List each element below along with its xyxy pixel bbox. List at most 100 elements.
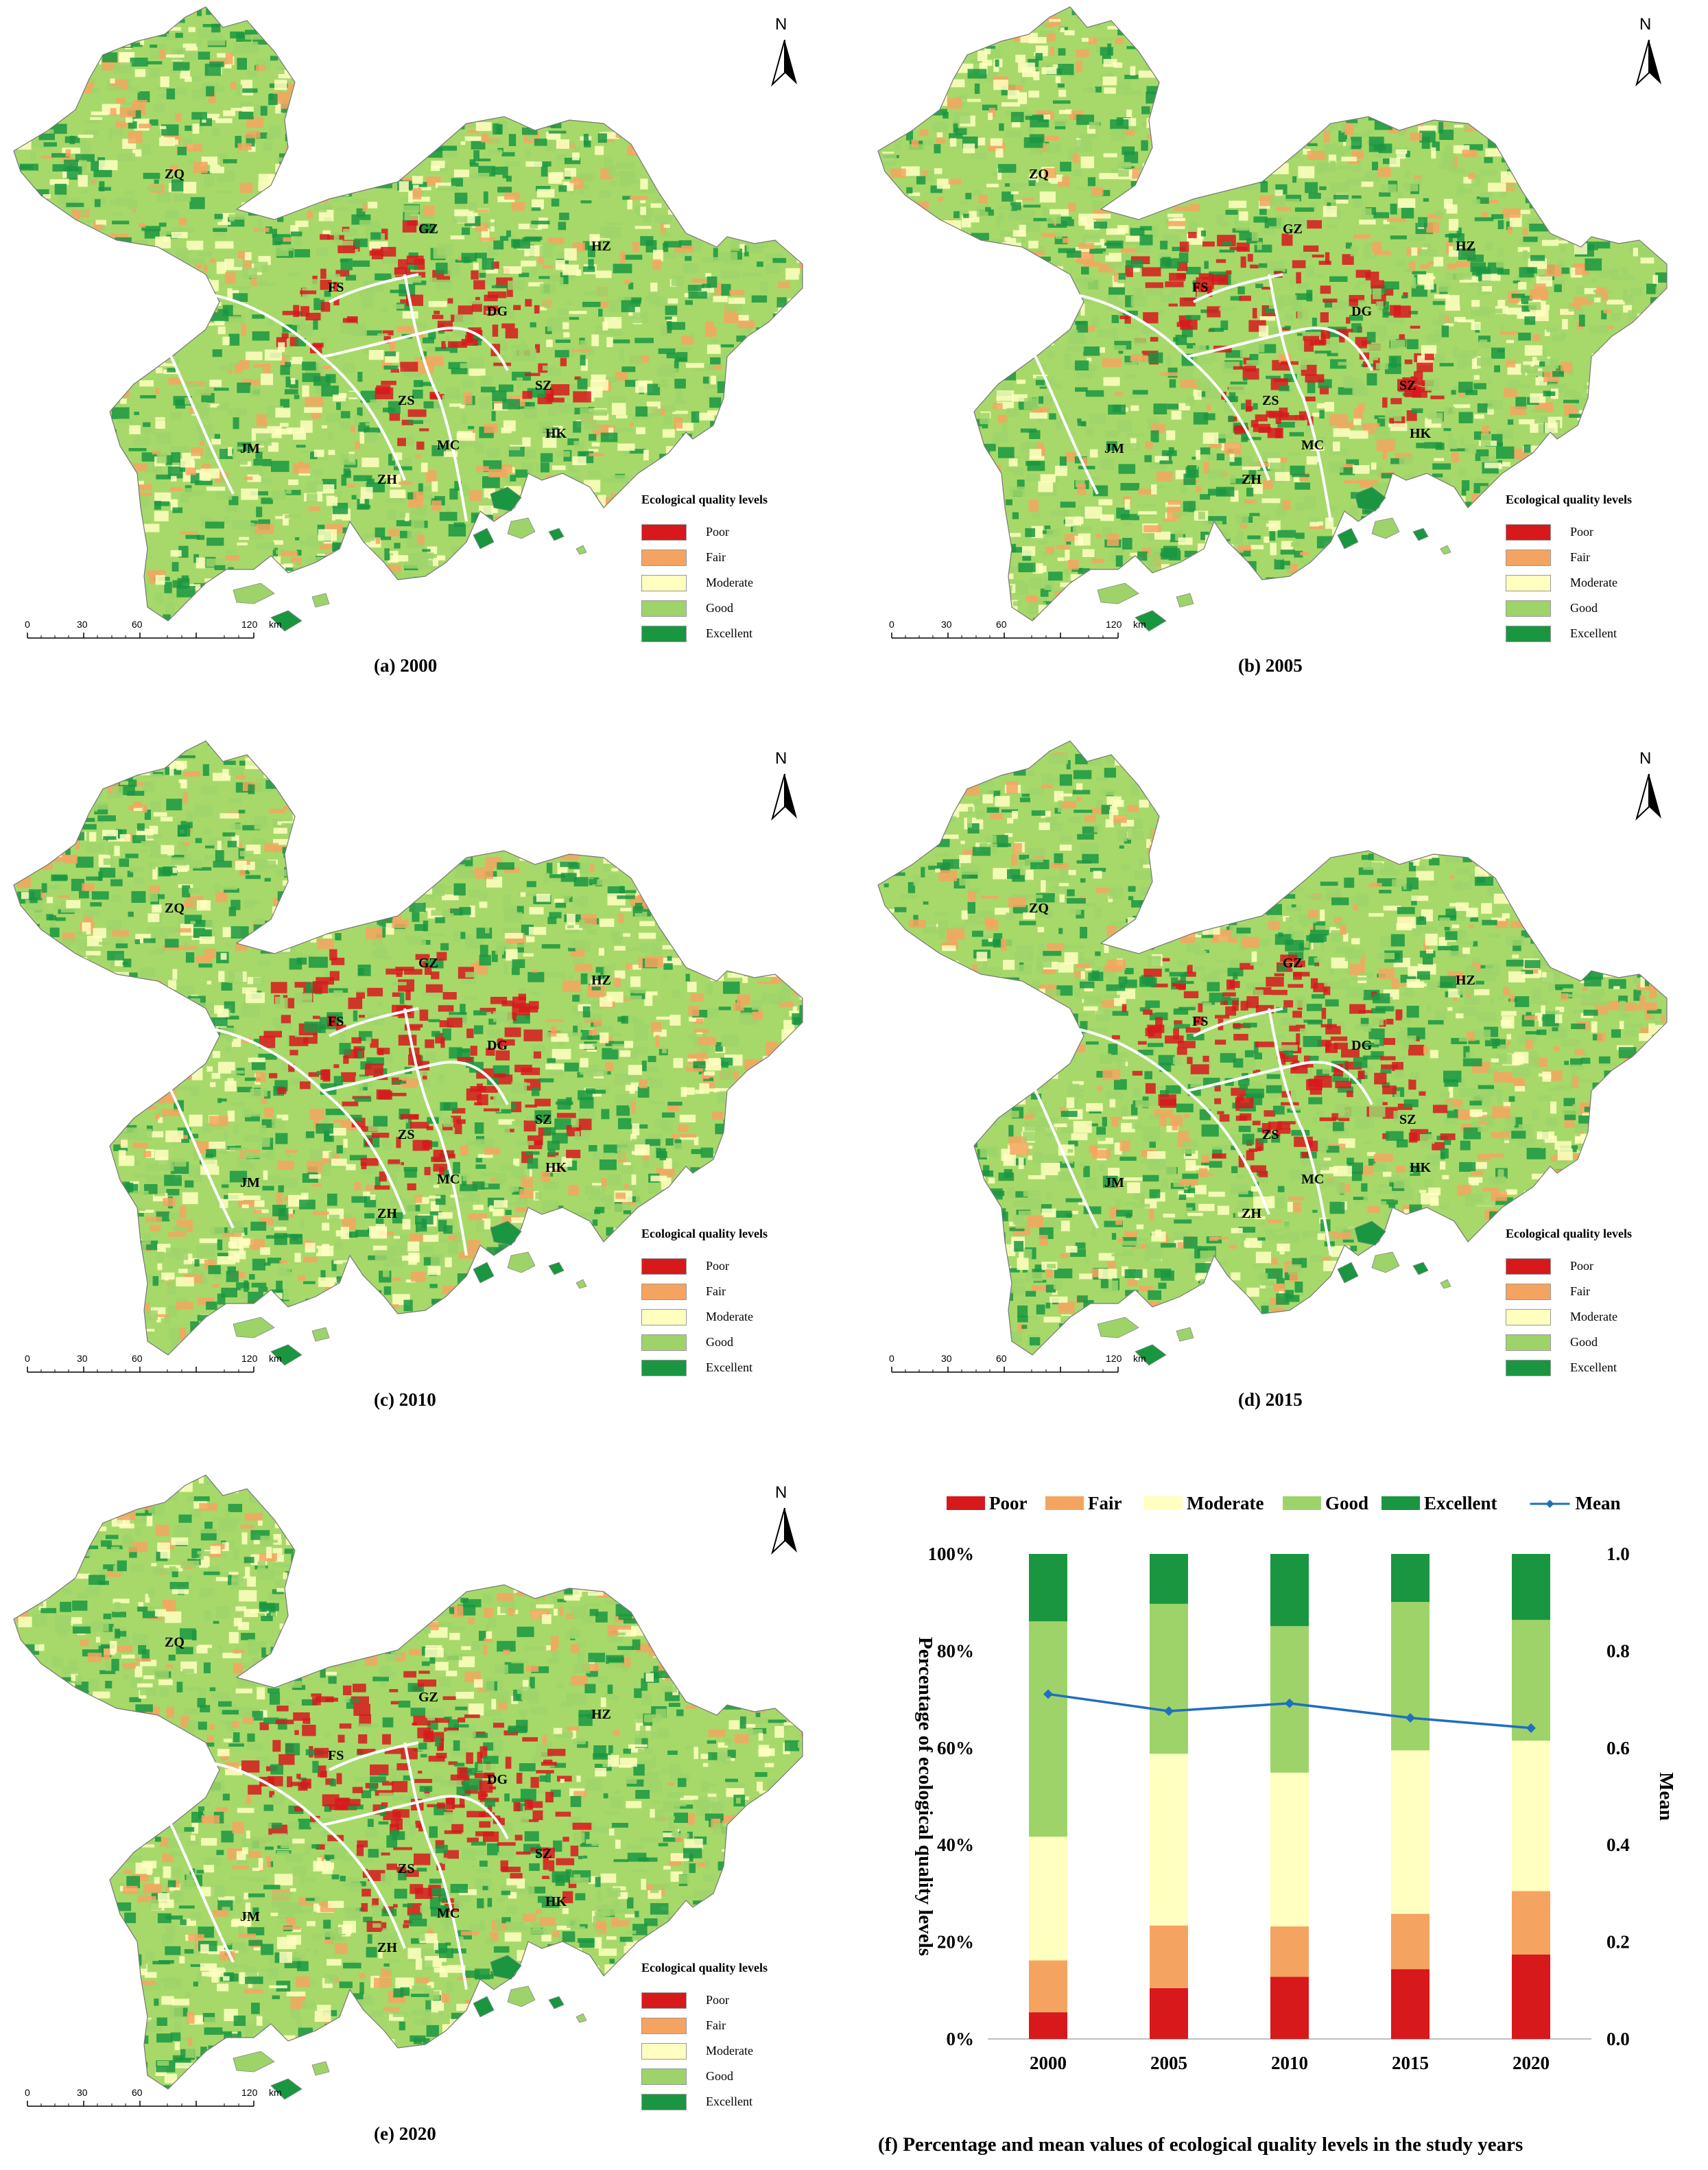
scale-unit: km [269,619,282,630]
city-label-mc: MC [437,1172,460,1187]
y-axis-title: Percentage of ecological quality levels [914,1637,936,1956]
island [312,2062,329,2075]
chart-legend-swatch-excellent [1381,1496,1420,1510]
legend-label: Poor [706,1993,729,2007]
scale-tick-label: 30 [941,1353,952,1364]
legend-item-fair: Fair [641,2018,687,2034]
legend-swatch [641,1360,687,1376]
panel-caption: (e) 2020 [374,2123,436,2145]
scale-tick-label: 120 [241,2087,257,2098]
island [508,1986,535,2007]
city-label-gz: GZ [418,956,438,971]
legend-item-good: Good [641,600,687,617]
y-tick-label: 80% [937,1640,974,1661]
legend-item-moderate: Moderate [641,1309,687,1325]
legend-item-moderate: Moderate [1506,1309,1551,1325]
legend-item-excellent: Excellent [641,2094,687,2110]
y2-tick-label: 0.6 [1606,1738,1630,1758]
legend-label: Poor [706,525,729,539]
legend-label: Poor [706,1259,729,1273]
legend-swatch [1506,1360,1551,1376]
scale-tick-label: 60 [996,1353,1007,1364]
city-label-jm: JM [1104,441,1124,456]
legend-title: Ecological quality levels [1506,1227,1632,1241]
chart-legend-label: Poor [989,1493,1027,1513]
panel-caption: (c) 2010 [374,1389,436,1411]
legend-swatch [1506,575,1551,591]
city-label-gz: GZ [1283,222,1303,237]
city-label-jm: JM [240,1909,260,1924]
scale-tick-label: 120 [241,1353,257,1364]
legend-item-fair: Fair [641,1284,687,1300]
scale-unit: km [1133,1353,1146,1364]
city-label-zh: ZH [1242,472,1261,487]
island [576,545,586,554]
legend-item-moderate: Moderate [1506,575,1551,591]
chart-legend-swatch-good [1283,1496,1321,1510]
legend-title: Ecological quality levels [641,1961,768,1975]
city-label-zs: ZS [398,1861,414,1876]
city-label-sz: SZ [1399,378,1416,393]
legend-label: Moderate [706,2044,753,2058]
island [1372,1252,1399,1273]
legend-swatch [1506,1258,1551,1275]
panel-caption: (d) 2015 [1238,1389,1303,1411]
island [1413,1262,1428,1275]
city-label-jm: JM [240,441,260,456]
x-tick-label: 2015 [1392,2053,1429,2073]
x-tick-label: 2010 [1271,2053,1308,2073]
legend-swatch [641,575,687,591]
bar-fair-2005 [1150,1926,1188,1988]
y2-axis-title: Mean [1655,1772,1677,1821]
bar-good-2015 [1391,1602,1430,1750]
legend-swatch [1506,626,1551,642]
scale-unit: km [1133,619,1146,630]
legend-item-fair: Fair [1506,550,1551,566]
legend: Ecological quality levels Poor Fair Moderat… [641,1961,820,2119]
city-label-zq: ZQ [1029,901,1049,916]
city-label-zh: ZH [377,1940,397,1955]
bar-excellent-2020 [1512,1554,1550,1620]
city-label-mc: MC [1301,1172,1324,1187]
chart-legend-swatch-poor [947,1496,985,1510]
city-label-dg: DG [487,1038,508,1053]
island [1098,583,1139,604]
city-label-jm: JM [1104,1175,1124,1190]
legend-item-poor: Poor [641,1258,687,1275]
legend-item-fair: Fair [1506,1284,1551,1300]
bar-good-2000 [1029,1621,1067,1837]
legend-label: Excellent [706,2095,752,2109]
bar-fair-2000 [1029,1961,1067,2013]
city-label-mc: MC [437,438,460,453]
bar-poor-2010 [1270,1977,1309,2040]
north-label: N [775,15,787,34]
bar-fair-2020 [1512,1891,1550,1955]
north-arrow-icon [1635,40,1663,88]
chart-legend-label: Excellent [1424,1493,1497,1513]
north-arrow-icon [771,1508,798,1556]
legend-label: Excellent [1570,626,1617,641]
city-label-hz: HZ [1456,239,1475,254]
north-arrow-icon [771,774,798,822]
scale-tick-label: 0 [25,619,30,630]
legend: Ecological quality levels Poor Fair Moderat… [1506,1227,1684,1384]
legend-label: Fair [706,550,726,565]
legend-label: Good [1570,1335,1598,1349]
city-label-fs: FS [1192,1014,1208,1029]
city-label-hz: HZ [591,973,611,988]
legend-item-poor: Poor [1506,1258,1551,1275]
city-label-zq: ZQ [1029,167,1049,182]
legend-item-moderate: Moderate [641,2043,687,2060]
legend-label: Good [706,2069,733,2084]
chart-legend-label: Good [1325,1493,1368,1513]
legend-label: Fair [706,2018,726,2033]
x-tick-label: 2000 [1030,2053,1067,2073]
bar-moderate-2015 [1391,1750,1430,1913]
city-label-zs: ZS [398,1127,414,1142]
legend-title: Ecological quality levels [641,1227,768,1241]
city-label-zh: ZH [377,1206,397,1221]
island [1098,1317,1139,1338]
